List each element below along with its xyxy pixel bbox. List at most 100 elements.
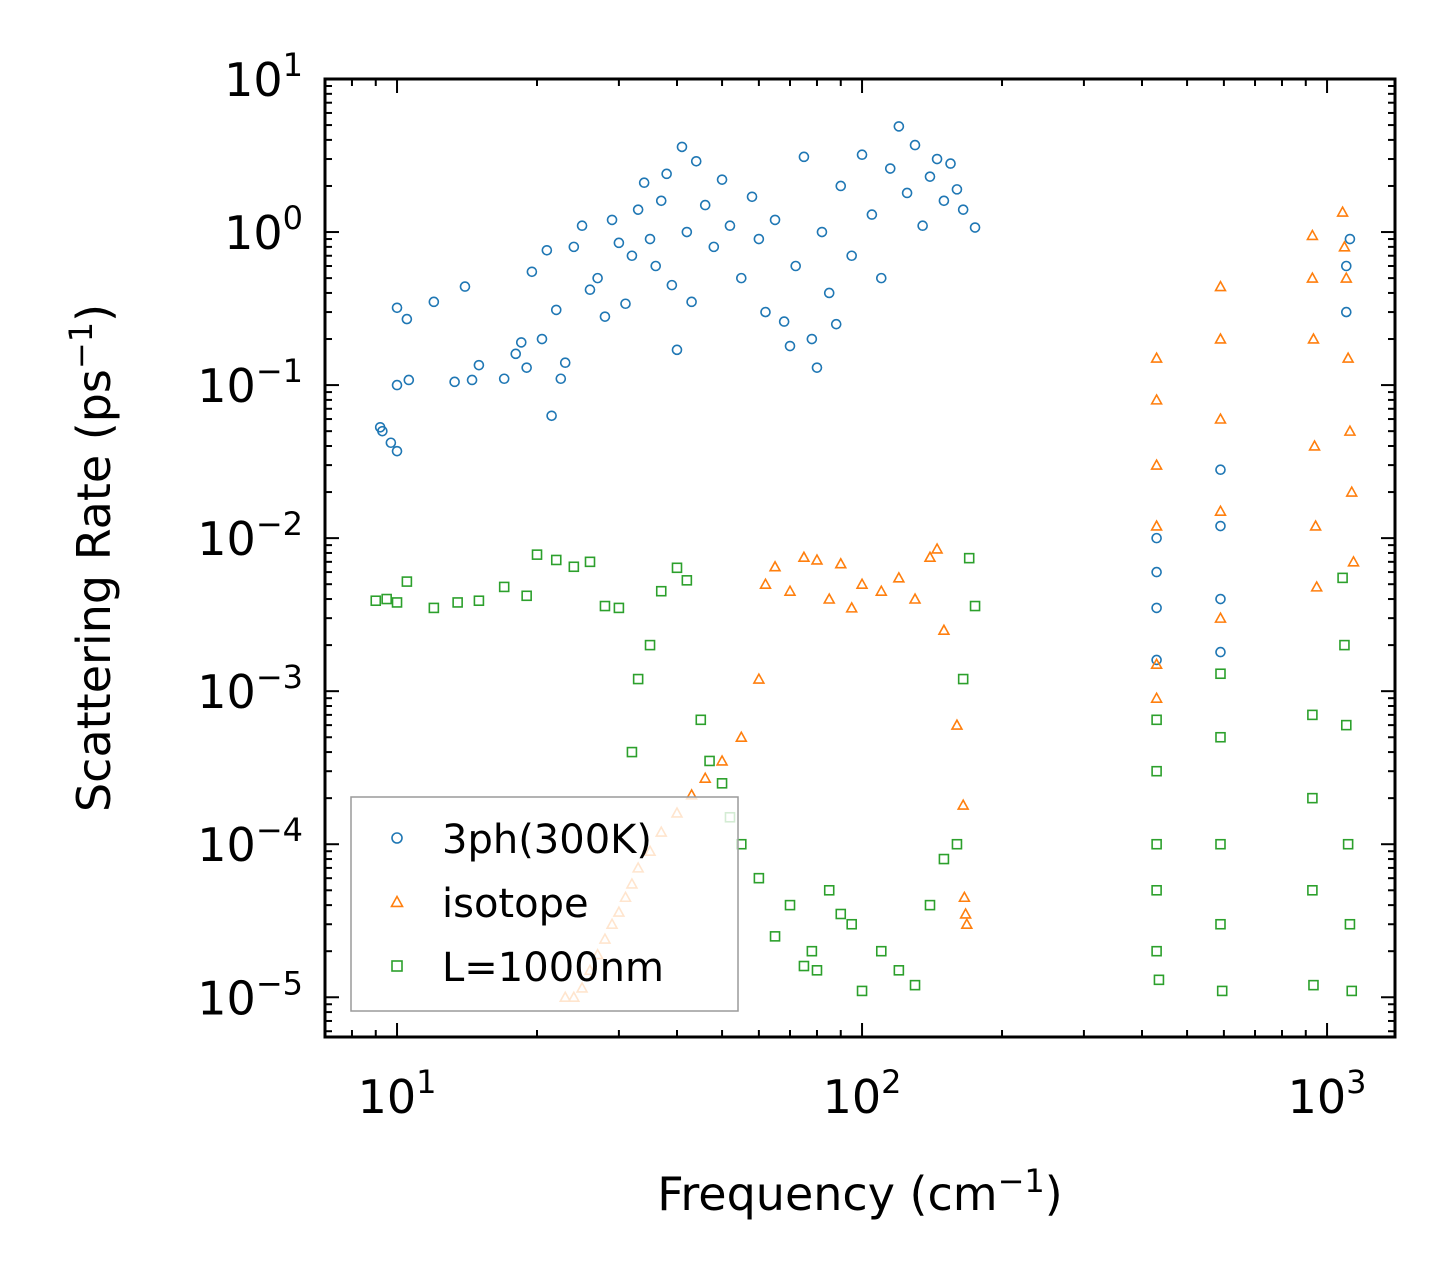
point-isotope xyxy=(1308,439,1321,451)
point-l-1000nm xyxy=(452,597,463,608)
point-l-1000nm xyxy=(632,673,644,685)
point-3ph-300k xyxy=(526,266,538,278)
x-tick-labels: 101 102 103 xyxy=(358,1063,1367,1124)
legend-marker xyxy=(391,832,403,844)
point-3ph-300k xyxy=(716,174,728,185)
point-isotope xyxy=(855,577,869,589)
point-3ph-300k xyxy=(401,313,413,325)
point-isotope xyxy=(734,730,748,743)
point-3ph-300k xyxy=(546,410,557,422)
y-tick-label: 101 xyxy=(224,46,303,107)
point-isotope xyxy=(797,550,811,563)
point-3ph-300k xyxy=(746,191,758,203)
point-3ph-300k xyxy=(760,306,771,318)
point-3ph-300k xyxy=(599,311,611,322)
point-3ph-300k xyxy=(584,284,596,296)
point-3ph-300k xyxy=(1215,520,1226,532)
point-3ph-300k xyxy=(1215,464,1226,475)
point-isotope xyxy=(1336,205,1349,217)
point-3ph-300k xyxy=(671,344,683,356)
point-3ph-300k xyxy=(459,281,471,292)
point-l-1000nm xyxy=(370,595,382,607)
legend-label: 3ph(300K) xyxy=(442,817,652,863)
point-l-1000nm xyxy=(938,853,950,865)
point-3ph-300k xyxy=(655,195,667,207)
point-isotope xyxy=(1150,458,1163,470)
point-3ph-300k xyxy=(753,233,765,245)
point-3ph-300k xyxy=(945,158,956,169)
point-3ph-300k xyxy=(592,272,603,284)
point-l-1000nm xyxy=(381,593,392,605)
point-l-1000nm xyxy=(823,884,835,896)
point-l-1000nm xyxy=(957,673,969,685)
point-3ph-300k xyxy=(909,139,921,151)
point-3ph-300k xyxy=(391,379,403,391)
point-isotope xyxy=(1338,240,1351,252)
point-3ph-300k xyxy=(681,226,693,238)
point-isotope xyxy=(1214,611,1227,623)
point-l-1000nm xyxy=(963,552,975,564)
point-l-1000nm xyxy=(704,755,715,767)
point-3ph-300k xyxy=(931,153,943,165)
point-isotope xyxy=(698,771,712,783)
point-isotope xyxy=(1214,332,1227,344)
point-3ph-300k xyxy=(1344,233,1356,245)
point-l-1000nm xyxy=(391,597,403,608)
point-l-1000nm xyxy=(1308,979,1319,991)
point-l-1000nm xyxy=(531,549,543,560)
point-l-1000nm xyxy=(811,965,823,976)
point-l-1000nm xyxy=(1151,765,1162,777)
point-l-1000nm xyxy=(1342,838,1354,850)
y-tick-label: 10−4 xyxy=(197,811,303,872)
point-3ph-300k xyxy=(938,195,950,207)
point-isotope xyxy=(937,623,951,636)
point-isotope xyxy=(822,592,836,604)
point-l-1000nm xyxy=(909,979,921,991)
point-l-1000nm xyxy=(695,714,707,726)
point-3ph-300k xyxy=(466,374,478,386)
point-l-1000nm xyxy=(626,746,638,758)
point-l-1000nm xyxy=(798,960,810,972)
point-isotope xyxy=(715,754,729,766)
point-l-1000nm xyxy=(1215,731,1226,743)
plot-frame xyxy=(323,77,1397,1039)
point-l-1000nm xyxy=(1340,719,1352,731)
legend-box xyxy=(350,796,739,1012)
point-isotope xyxy=(783,584,797,596)
point-3ph-300k xyxy=(391,302,403,314)
point-isotope xyxy=(1150,691,1163,703)
point-l-1000nm xyxy=(1344,918,1356,930)
point-l-1000nm xyxy=(769,931,781,942)
point-isotope xyxy=(1343,424,1357,436)
point-3ph-300k xyxy=(866,209,878,220)
point-3ph-300k xyxy=(724,220,736,232)
point-3ph-300k xyxy=(690,155,702,167)
point-l-1000nm xyxy=(1151,945,1162,957)
point-l-1000nm xyxy=(1151,884,1162,896)
x-tick-label: 102 xyxy=(823,1063,902,1124)
point-l-1000nm xyxy=(784,899,796,911)
point-3ph-300k xyxy=(901,187,913,199)
point-3ph-300k xyxy=(811,362,823,373)
point-3ph-300k xyxy=(1151,654,1162,666)
point-isotope xyxy=(1347,555,1360,567)
point-l-1000nm xyxy=(599,600,611,612)
point-l-1000nm xyxy=(473,595,485,607)
point-l-1000nm xyxy=(1215,668,1226,680)
point-l-1000nm xyxy=(846,918,857,930)
point-3ph-300k xyxy=(568,241,580,253)
y-tick-label: 100 xyxy=(224,199,303,260)
point-isotope xyxy=(950,718,964,730)
legend-entry: 3ph(300K) xyxy=(391,817,652,863)
point-isotope xyxy=(1214,280,1227,292)
point-3ph-300k xyxy=(638,177,650,189)
point-isotope xyxy=(1214,504,1227,516)
x-tick-label: 101 xyxy=(358,1063,437,1124)
point-3ph-300k xyxy=(650,260,662,272)
point-l-1000nm xyxy=(1307,709,1318,721)
legend-entries: 3ph(300K) isotope L=1000nm xyxy=(390,817,664,991)
point-3ph-300k xyxy=(666,279,678,291)
point-isotope xyxy=(958,890,971,903)
y-axis-label: Scattering Rate (ps−1) xyxy=(62,304,121,812)
